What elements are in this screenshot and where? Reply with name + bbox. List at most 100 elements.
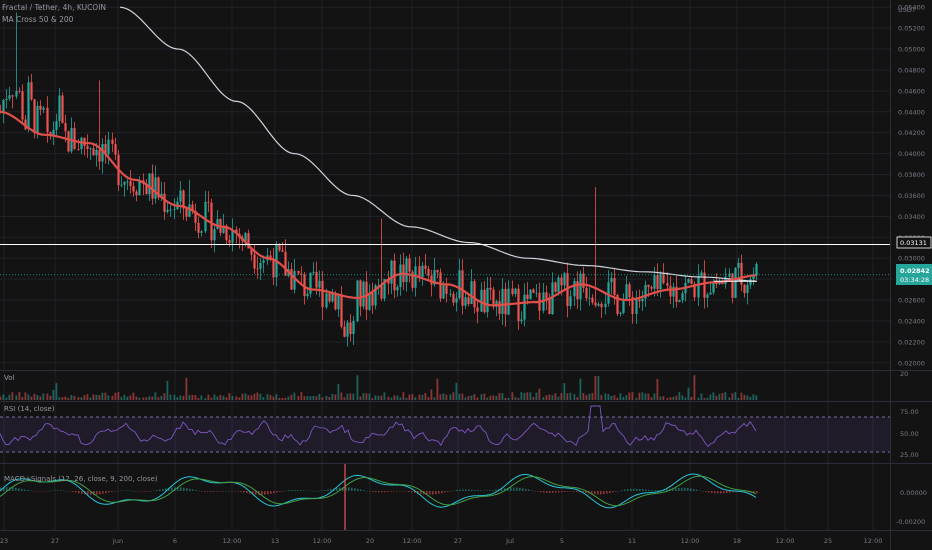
candle-body xyxy=(430,275,433,285)
time-tick-label: 13 xyxy=(271,537,279,545)
macd-histogram-bar xyxy=(54,490,56,491)
candle-body xyxy=(123,181,126,185)
candle-body xyxy=(700,272,703,276)
volume-bar xyxy=(504,397,507,400)
volume-bar xyxy=(362,393,365,400)
ma-cross-indicator-label[interactable]: MA Cross 50 & 200 xyxy=(2,15,74,24)
volume-bar xyxy=(554,393,557,400)
volume-bar xyxy=(529,392,532,400)
candle-body xyxy=(399,264,402,288)
macd-histogram-bar xyxy=(732,491,734,493)
volume-bar xyxy=(21,397,24,400)
macd-line[interactable] xyxy=(0,473,757,509)
symbol-title[interactable]: Fractal / Tether, 4h, KUCOIN xyxy=(2,3,107,12)
candle-body xyxy=(458,270,461,299)
volume-bar xyxy=(244,393,247,400)
macd-histogram-bar xyxy=(594,491,596,495)
macd-histogram-bar xyxy=(447,491,449,492)
macd-histogram-bar xyxy=(432,491,434,495)
candle-body xyxy=(262,260,265,263)
macd-histogram-bar xyxy=(576,491,578,492)
volume-bar xyxy=(585,395,588,400)
volume-bar xyxy=(383,392,386,400)
volume-bar xyxy=(145,397,148,400)
macd-histogram-bar xyxy=(105,491,107,494)
candle-body xyxy=(256,268,259,270)
candle-body xyxy=(418,266,421,277)
candle-body xyxy=(253,254,256,269)
macd-histogram-bar xyxy=(327,489,329,491)
price-tick-label: 0.05000 xyxy=(898,46,925,54)
candle-body xyxy=(433,269,436,285)
candle-body xyxy=(489,287,492,290)
volume-bar xyxy=(690,396,693,400)
macd-histogram-bar xyxy=(399,491,401,492)
candle-body xyxy=(244,233,247,242)
macd-histogram-bar xyxy=(705,491,707,492)
macd-histogram-bar xyxy=(150,491,152,492)
volume-bar xyxy=(647,393,650,400)
time-tick-label: 27 xyxy=(454,537,462,545)
volume-bar xyxy=(138,397,141,400)
volume-bar xyxy=(427,396,430,400)
macd-histogram-bar xyxy=(396,491,398,492)
macd-histogram-bar xyxy=(534,491,536,492)
volume-bar xyxy=(408,394,411,400)
volume-bar xyxy=(452,392,455,400)
volume-bar xyxy=(405,397,408,400)
volume-bar xyxy=(154,392,157,400)
macd-pane-label[interactable]: MACD+Signals (12, 26, close, 9, 200, clo… xyxy=(4,475,158,483)
candle-body xyxy=(58,95,61,122)
price-axis[interactable]: 0.05400 0.05200 0.05000 0.04800 0.04600 0.044… xyxy=(898,4,925,368)
macd-histogram-bar xyxy=(81,491,83,494)
macd-histogram-bar xyxy=(294,489,296,491)
volume-bar xyxy=(235,396,238,400)
rsi-pane-label[interactable]: RSI (14, close) xyxy=(4,405,55,413)
candle-body xyxy=(200,231,203,233)
candle-body xyxy=(111,139,114,144)
volume-bar xyxy=(718,393,721,400)
volume-bar xyxy=(461,393,464,400)
price-tick-label: 0.04200 xyxy=(898,129,925,137)
macd-histogram-bar xyxy=(501,488,503,491)
macd-histogram-bar xyxy=(615,491,617,492)
macd-histogram-bar xyxy=(312,490,314,492)
ma50-line[interactable] xyxy=(0,110,757,307)
macd-histogram-bar xyxy=(24,489,26,491)
volume-bar xyxy=(402,392,405,400)
candle-body xyxy=(259,262,262,269)
rsi-line[interactable] xyxy=(0,405,757,448)
volume-bar xyxy=(269,394,272,400)
candle-body xyxy=(210,202,213,241)
candle-body xyxy=(166,209,169,212)
volume-bar xyxy=(328,396,331,400)
candle-body xyxy=(356,280,359,322)
time-axis[interactable]: 23 27 Jun 6 12:00 13 12:00 20 12:00 27 Jul 5 11 12:00… xyxy=(0,537,882,545)
macd-histogram-bar xyxy=(651,490,653,491)
volume-bar xyxy=(346,393,349,400)
macd-histogram-bar xyxy=(516,487,518,491)
volume-bar xyxy=(266,394,269,400)
macd-histogram-bar xyxy=(636,488,638,491)
volume-bar xyxy=(0,396,2,400)
macd-histogram-bar xyxy=(450,491,452,492)
candle-body xyxy=(529,289,532,300)
volume-pane-label[interactable]: Vol xyxy=(4,374,15,382)
volume-bar xyxy=(39,396,42,400)
volume-bar xyxy=(390,397,393,400)
macd-histogram-bar xyxy=(372,491,374,492)
candle-body xyxy=(666,283,669,286)
signal-line[interactable] xyxy=(0,475,757,507)
candle-body xyxy=(439,272,442,299)
candle-body xyxy=(613,278,616,296)
ma200-line[interactable] xyxy=(119,6,757,282)
candle-body xyxy=(560,277,563,286)
candle-body xyxy=(650,287,653,289)
candle-body xyxy=(272,260,275,278)
volume-bar xyxy=(160,395,163,400)
macd-histogram-bar xyxy=(513,487,515,491)
candle-body xyxy=(681,293,684,301)
candle-body xyxy=(656,275,659,290)
macd-histogram-bar xyxy=(3,487,5,491)
